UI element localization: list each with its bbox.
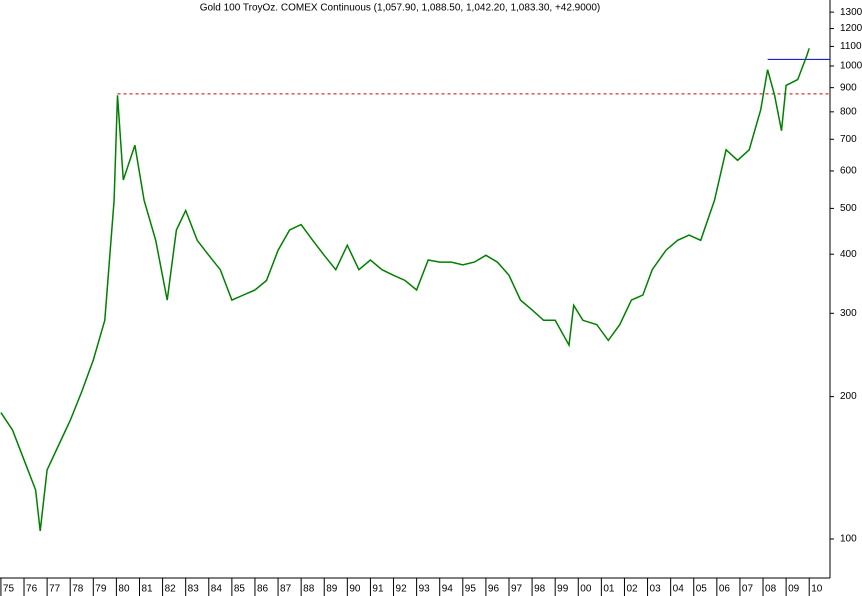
- x-tick-label: 90: [349, 584, 361, 595]
- x-tick-label: 00: [580, 584, 592, 595]
- y-tick-label: 800: [840, 106, 857, 117]
- x-tick-label: 83: [188, 584, 200, 595]
- y-tick-label: 1300: [840, 7, 862, 18]
- chart-title: Gold 100 TroyOz. COMEX Continuous (1,057…: [200, 3, 601, 14]
- x-tick-label: 04: [673, 584, 685, 595]
- x-tick-label: 85: [234, 584, 246, 595]
- x-tick-label: 75: [3, 584, 15, 595]
- x-tick-label: 81: [141, 584, 153, 595]
- x-tick-label: 95: [465, 584, 477, 595]
- x-tick-label: 06: [719, 584, 731, 595]
- y-tick-label: 300: [840, 308, 857, 319]
- x-tick-label: 91: [372, 584, 384, 595]
- y-tick-label: 1100: [840, 41, 862, 52]
- x-tick-label: 10: [811, 584, 823, 595]
- x-tick-label: 01: [603, 584, 615, 595]
- x-tick-label: 93: [419, 584, 431, 595]
- x-tick-label: 08: [765, 584, 777, 595]
- x-tick-label: 99: [557, 584, 569, 595]
- price-line: [0, 48, 810, 531]
- x-tick-label: 89: [326, 584, 338, 595]
- x-tick-label: 92: [396, 584, 408, 595]
- x-tick-label: 98: [534, 584, 546, 595]
- x-tick-label: 02: [626, 584, 638, 595]
- x-tick-label: 78: [72, 584, 84, 595]
- y-tick-label: 900: [840, 82, 857, 93]
- y-tick-label: 200: [840, 391, 857, 402]
- y-tick-label: 100: [840, 534, 857, 545]
- y-tick-label: 700: [840, 134, 857, 145]
- x-tick-label: 76: [26, 584, 38, 595]
- x-tick-label: 77: [49, 584, 61, 595]
- x-tick-label: 96: [488, 584, 500, 595]
- x-tick-label: 09: [788, 584, 800, 595]
- x-tick-label: 87: [280, 584, 292, 595]
- x-tick-label: 84: [211, 584, 223, 595]
- x-tick-label: 82: [165, 584, 177, 595]
- x-tick-label: 79: [95, 584, 107, 595]
- y-tick-label: 1200: [840, 23, 862, 34]
- y-tick-label: 400: [840, 249, 857, 260]
- x-tick-label: 80: [118, 584, 130, 595]
- x-tick-label: 07: [742, 584, 754, 595]
- x-tick-label: 05: [696, 584, 708, 595]
- x-tick-label: 03: [650, 584, 662, 595]
- y-tick-label: 600: [840, 166, 857, 177]
- x-tick-label: 94: [442, 584, 454, 595]
- y-tick-label: 500: [840, 203, 857, 214]
- x-tick-label: 86: [257, 584, 269, 595]
- x-tick-label: 97: [511, 584, 523, 595]
- x-tick-label: 88: [303, 584, 315, 595]
- y-tick-label: 1000: [840, 61, 862, 72]
